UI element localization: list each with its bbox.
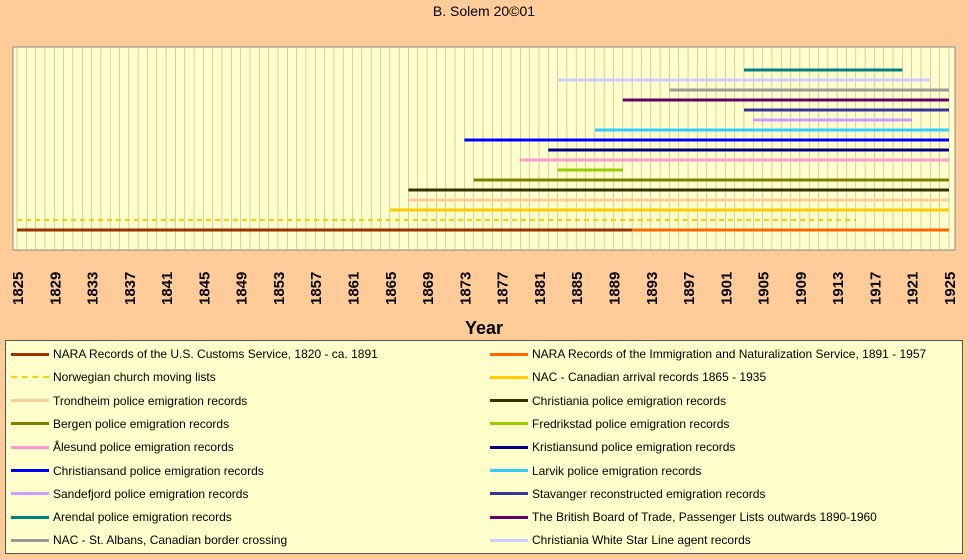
legend-swatch [490,375,528,379]
legend-swatch [11,399,49,403]
x-tick-label: 1921 [905,272,922,305]
chart-legend: NARA Records of the U.S. Customs Service… [5,340,963,554]
legend-label: Kristiansund police emigration records [532,440,736,455]
x-tick-labels: 1825 1829 1833 1837 1841 1845 1849 1853 1857 1861… [10,272,959,305]
legend-label: Arendal police emigration records [53,510,232,525]
legend-label: NAC - St. Albans, Canadian border crossi… [53,533,288,548]
timeline-bars [17,68,949,232]
legend-swatch [490,445,528,449]
legend-label: NARA Records of the Immigration and Natu… [532,347,927,361]
legend-swatch [490,515,528,519]
x-tick-label: 1905 [756,272,773,305]
legend-label: Bergen police emigration records [53,416,230,431]
legend-swatch [11,469,49,472]
x-tick-label: 1825 [10,272,27,305]
legend-label: Norwegian church moving lists [53,370,216,385]
chart-plot: 1825 1829 1833 1837 1841 1845 1849 1853 1857 1861… [10,46,959,338]
legend-label: NAC - Canadian arrival records 1865 - 19… [532,370,767,385]
x-tick-label: 1925 [942,272,959,305]
legend-swatch [11,515,49,519]
legend-label: Fredrikstad police emigration records [532,416,730,431]
legend-item: Bergen police emigration records [11,415,229,433]
x-tick-label: 1865 [383,272,400,305]
x-tick-label: 1913 [830,272,847,305]
legend-swatch [11,445,49,449]
legend-item: Kristiansund police emigration records [490,438,735,456]
x-tick-label: 1917 [867,272,884,305]
x-tick-label: 1869 [420,272,437,305]
legend-swatch [490,422,528,426]
x-tick-label: 1885 [569,272,586,305]
legend-item: Larvik police emigration records [490,462,701,480]
legend-label: NARA Records of the U.S. Customs Service… [53,347,378,361]
legend-item: Fredrikstad police emigration records [490,415,729,433]
legend-swatch [11,538,49,542]
x-tick-label: 1889 [606,272,623,305]
legend-swatch [11,422,49,426]
x-axis-label: Year [465,318,503,338]
x-tick-label: 1833 [85,272,102,305]
legend-swatch [490,492,528,496]
x-tick-label: 1845 [196,272,213,305]
legend-swatch [490,399,528,403]
x-tick-label: 1841 [159,272,176,305]
x-tick-label: 1849 [234,272,251,305]
legend-swatch [490,352,528,356]
legend-item: Christiansand police emigration records [11,462,264,480]
legend-item: Stavanger reconstructed emigration recor… [490,485,765,503]
legend-label: Christiania White Star Line agent record… [532,533,751,548]
legend-label: Larvik police emigration records [532,463,702,478]
chart-title: B. Solem 20©01 [432,3,536,19]
x-tick-label: 1837 [122,272,139,305]
legend-label: Ålesund police emigration records [53,440,234,455]
x-tick-label: 1877 [495,272,512,305]
x-tick-label: 1901 [718,272,735,305]
legend-item: NAC - Canadian arrival records 1865 - 19… [490,368,766,386]
legend-label: Trondheim police emigration records [53,393,248,408]
x-tick-label: 1897 [681,272,698,305]
x-tick-label: 1909 [793,272,810,305]
legend-label: Stavanger reconstructed emigration recor… [532,486,766,501]
x-tick-label: 1857 [308,272,325,305]
legend-label: Christiansand police emigration records [53,463,264,478]
legend-swatch [490,538,528,542]
x-tick-label: 1853 [271,272,288,305]
legend-swatch [11,376,49,379]
legend-label: Christiania police emigration records [532,393,727,408]
legend-item: NAC - St. Albans, Canadian border crossi… [11,531,287,549]
legend-label: The British Board of Trade, Passenger Li… [532,510,877,525]
legend-item: Trondheim police emigration records [11,392,247,410]
x-tick-label: 1873 [457,272,474,305]
legend-swatch [11,352,49,356]
legend-item: Christiania White Star Line agent record… [490,531,751,549]
x-tick-label: 1829 [47,272,64,305]
legend-item: Ålesund police emigration records [11,438,234,456]
x-tick-label: 1881 [532,272,549,305]
legend-item: Norwegian church moving lists [11,368,216,386]
legend-swatch [11,492,49,496]
legend-item: Sandefjord police emigration records [11,485,248,503]
legend-item: Arendal police emigration records [11,508,232,526]
legend-item: The British Board of Trade, Passenger Li… [490,508,877,526]
legend-item: NARA Records of the U.S. Customs Service… [11,345,378,363]
legend-item: NARA Records of the Immigration and Natu… [490,345,926,363]
x-tick-label: 1861 [346,272,363,305]
legend-swatch [490,469,528,472]
legend-label: Sandefjord police emigration records [53,486,249,501]
x-tick-label: 1893 [644,272,661,305]
legend-item: Christiania police emigration records [490,392,726,410]
